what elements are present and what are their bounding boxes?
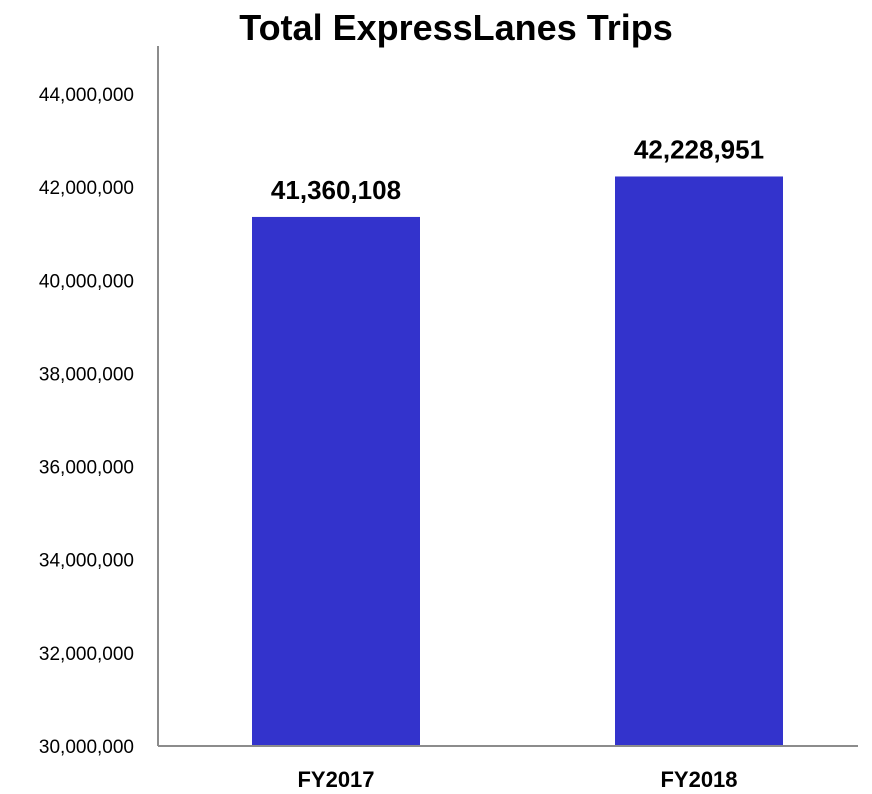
y-axis-ticks: 30,000,000 32,000,000 34,000,000 36,000,000… [39, 85, 134, 758]
x-axis-labels: FY2017 FY2018 [297, 767, 737, 792]
bar-fy2017 [252, 216, 420, 746]
y-tick-label: 38,000,000 [39, 364, 134, 385]
data-label: 42,228,951 [634, 134, 764, 164]
chart-title: Total ExpressLanes Trips [239, 7, 673, 48]
y-tick-label: 36,000,000 [39, 458, 134, 479]
data-label: 41,360,108 [271, 175, 401, 205]
y-tick-label: 30,000,000 [39, 737, 134, 758]
bars [252, 176, 783, 746]
x-category-label: FY2017 [297, 767, 374, 792]
y-tick-label: 42,000,000 [39, 178, 134, 199]
data-labels: 41,360,108 42,228,951 [271, 134, 764, 204]
x-category-label: FY2018 [660, 767, 737, 792]
y-tick-label: 40,000,000 [39, 271, 134, 292]
bar-fy2018 [615, 176, 783, 746]
y-tick-label: 44,000,000 [39, 85, 134, 106]
y-tick-label: 34,000,000 [39, 551, 134, 572]
y-tick-label: 32,000,000 [39, 644, 134, 665]
